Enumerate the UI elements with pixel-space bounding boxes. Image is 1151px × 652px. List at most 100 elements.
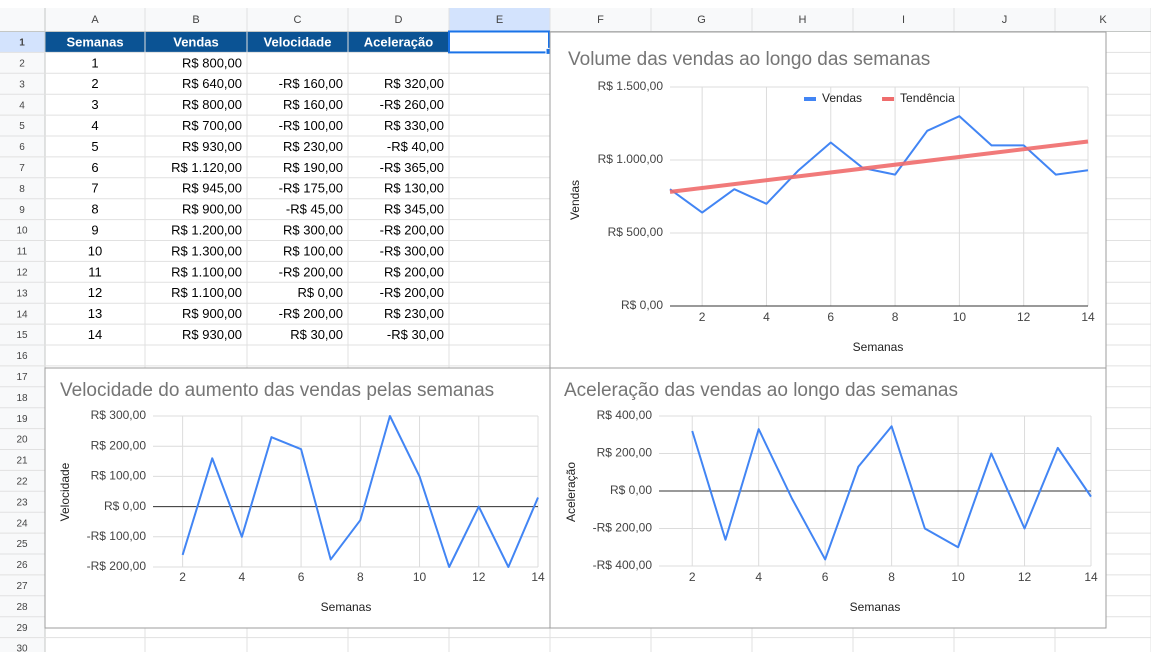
row-number[interactable]: 20 (16, 435, 28, 446)
header-cell[interactable]: Semanas (66, 34, 123, 49)
row-number[interactable]: 6 (19, 142, 25, 153)
table-cell[interactable]: R$ 345,00 (384, 202, 444, 217)
table-cell[interactable]: 7 (91, 181, 98, 196)
row-number[interactable]: 4 (19, 100, 25, 111)
table-cell[interactable]: -R$ 365,00 (380, 160, 444, 175)
table-cell[interactable]: -R$ 160,00 (279, 76, 343, 91)
table-cell[interactable]: R$ 320,00 (384, 76, 444, 91)
row-number[interactable]: 13 (16, 288, 28, 299)
table-cell[interactable]: R$ 130,00 (384, 181, 444, 196)
row-number[interactable]: 19 (16, 414, 28, 425)
row-number[interactable]: 25 (16, 539, 28, 550)
row-number[interactable]: 23 (16, 497, 28, 508)
row-number[interactable]: 18 (16, 393, 28, 404)
row-number[interactable]: 2 (19, 58, 25, 69)
table-cell[interactable]: R$ 30,00 (290, 327, 343, 342)
column-letter[interactable]: K (1099, 14, 1107, 26)
row-number[interactable]: 14 (16, 309, 28, 320)
table-cell[interactable]: 13 (88, 306, 102, 321)
column-letter[interactable]: B (192, 14, 199, 26)
column-letter[interactable]: I (902, 14, 905, 26)
table-cell[interactable]: -R$ 200,00 (380, 222, 444, 237)
table-cell[interactable]: -R$ 175,00 (279, 181, 343, 196)
table-cell[interactable]: R$ 300,00 (283, 222, 343, 237)
table-cell[interactable]: 14 (88, 327, 102, 342)
table-cell[interactable]: -R$ 200,00 (279, 264, 343, 279)
table-cell[interactable]: R$ 900,00 (182, 306, 242, 321)
table-cell[interactable]: R$ 230,00 (384, 306, 444, 321)
header-cell[interactable]: Velocidade (264, 34, 332, 49)
row-number[interactable]: 9 (19, 205, 25, 216)
table-cell[interactable]: R$ 200,00 (384, 264, 444, 279)
table-cell[interactable]: R$ 100,00 (283, 243, 343, 258)
column-letter[interactable]: D (395, 14, 403, 26)
row-number[interactable]: 16 (16, 351, 28, 362)
table-cell[interactable]: R$ 945,00 (182, 181, 242, 196)
table-cell[interactable]: 5 (91, 139, 98, 154)
table-cell[interactable]: R$ 1.100,00 (171, 264, 242, 279)
table-cell[interactable]: 2 (91, 76, 98, 91)
row-number[interactable]: 15 (16, 330, 28, 341)
row-number[interactable]: 11 (17, 247, 28, 258)
table-cell[interactable]: 9 (91, 222, 98, 237)
table-cell[interactable]: R$ 800,00 (182, 97, 242, 112)
row-number[interactable]: 5 (19, 121, 25, 132)
table-cell[interactable]: -R$ 300,00 (380, 243, 444, 258)
column-letter[interactable]: E (496, 14, 503, 26)
row-number[interactable]: 8 (19, 184, 25, 195)
table-cell[interactable]: 6 (91, 160, 98, 175)
table-cell[interactable]: R$ 0,00 (297, 285, 343, 300)
row-number[interactable]: 29 (16, 623, 28, 634)
table-cell[interactable]: R$ 160,00 (283, 97, 343, 112)
header-cell[interactable]: Aceleração (364, 34, 433, 49)
table-cell[interactable]: -R$ 30,00 (387, 327, 444, 342)
row-number[interactable]: 30 (16, 644, 28, 652)
table-cell[interactable]: -R$ 45,00 (286, 202, 343, 217)
row-number[interactable]: 22 (16, 476, 28, 487)
table-cell[interactable]: 4 (91, 118, 98, 133)
row-number[interactable]: 26 (16, 560, 28, 571)
row-number[interactable]: 7 (19, 163, 25, 174)
table-cell[interactable]: R$ 1.100,00 (171, 285, 242, 300)
row-number[interactable]: 28 (16, 602, 28, 613)
table-cell[interactable]: -R$ 200,00 (380, 285, 444, 300)
table-cell[interactable]: R$ 640,00 (182, 76, 242, 91)
row-number[interactable]: 12 (16, 267, 28, 278)
table-cell[interactable]: 12 (88, 285, 102, 300)
table-cell[interactable]: -R$ 200,00 (279, 306, 343, 321)
table-cell[interactable]: R$ 330,00 (384, 118, 444, 133)
table-cell[interactable]: 11 (88, 264, 102, 279)
table-cell[interactable]: R$ 800,00 (182, 55, 242, 70)
table-cell[interactable]: R$ 700,00 (182, 118, 242, 133)
table-cell[interactable]: -R$ 100,00 (279, 118, 343, 133)
table-cell[interactable]: R$ 930,00 (182, 327, 242, 342)
table-cell[interactable]: R$ 900,00 (182, 202, 242, 217)
column-letter[interactable]: G (697, 14, 706, 26)
table-cell[interactable]: R$ 1.200,00 (171, 222, 242, 237)
table-cell[interactable]: R$ 190,00 (283, 160, 343, 175)
table-cell[interactable]: 3 (91, 97, 98, 112)
table-cell[interactable]: 1 (91, 55, 98, 70)
column-letter[interactable]: F (597, 14, 604, 26)
table-cell[interactable]: R$ 1.120,00 (171, 160, 242, 175)
row-number[interactable]: 27 (16, 581, 28, 592)
table-cell[interactable]: R$ 930,00 (182, 139, 242, 154)
column-letter[interactable]: J (1002, 14, 1008, 26)
table-cell[interactable]: -R$ 260,00 (380, 97, 444, 112)
row-number[interactable]: 1 (19, 38, 25, 49)
column-letter[interactable]: C (294, 14, 302, 26)
row-number[interactable]: 3 (19, 79, 25, 90)
column-letter[interactable]: A (91, 14, 99, 26)
table-cell[interactable]: -R$ 40,00 (387, 139, 444, 154)
row-number[interactable]: 17 (16, 372, 28, 383)
table-cell[interactable]: R$ 1.300,00 (171, 243, 242, 258)
table-cell[interactable]: 10 (88, 243, 102, 258)
table-cell[interactable]: R$ 230,00 (283, 139, 343, 154)
row-number[interactable]: 24 (16, 518, 28, 529)
table-cell[interactable]: 8 (91, 202, 98, 217)
row-number[interactable]: 21 (16, 456, 28, 467)
header-cell[interactable]: Vendas (173, 34, 219, 49)
row-number[interactable]: 10 (16, 226, 28, 237)
column-letter[interactable]: H (799, 14, 807, 26)
selected-cell[interactable] (448, 30, 550, 54)
